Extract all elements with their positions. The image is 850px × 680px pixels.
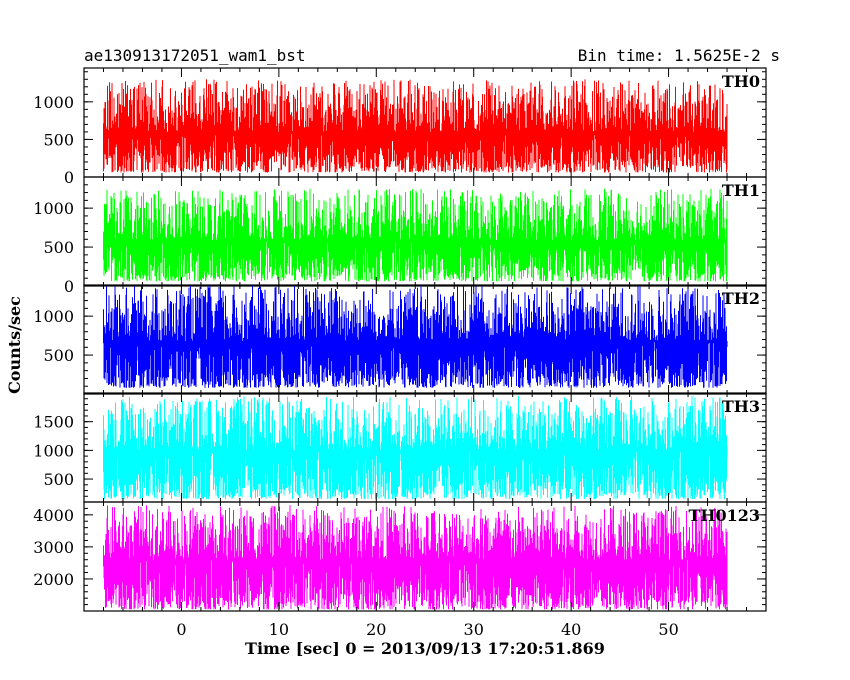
panel-label: TH0123 [688,506,760,525]
x-tick-label: 20 [366,620,386,639]
panels-group: 05001000TH005001000TH15001000TH250010001… [33,67,767,639]
x-tick-label: 50 [658,620,678,639]
panel-th3: 500 1000 1500 TH3 [33,392,767,503]
y-tick-label: 500 [43,470,74,489]
series-th0 [103,79,728,173]
panel-label: TH1 [722,181,760,200]
y-tick-label: 500 [43,238,74,257]
y-tick-label: 2000 [33,570,74,589]
y-tick-label: 1000 [33,307,74,326]
y-tick-label: 0 [64,168,74,187]
panel-label: TH2 [722,289,760,308]
y-axis-label: Counts/sec [5,296,24,394]
series-th0123 [103,505,728,610]
x-axis-label: Time [sec] 0 = 2013/09/13 17:20:51.869 [245,639,605,658]
x-tick-label: 0 [176,620,186,639]
panel-label: TH0 [722,72,760,91]
series-th3 [103,395,728,500]
panel-frame [83,501,767,612]
y-tick-label: 0 [64,277,74,296]
panel-th1: 0 500 1000 TH1 [33,176,767,296]
panel-th0123: 2000 3000 4000 TH0123 [33,501,767,612]
series-th2 [103,285,728,388]
y-tick-label: 500 [43,130,74,149]
x-tick-label: 10 [269,620,289,639]
series-th1 [103,188,728,282]
chart-title-left: ae130913172051_wam1_bst [84,46,306,65]
chart-title-right: Bin time: 1.5625E-2 s [578,46,780,65]
y-tick-label: 1000 [33,93,74,112]
y-tick-label: 4000 [33,506,74,525]
x-tick-label: 40 [561,620,581,639]
panel-th2: 500 1000 TH2 [33,284,767,395]
x-tick-label: 30 [464,620,484,639]
panel-th0: 0 500 1000 TH0 [33,67,767,187]
y-tick-label: 1000 [33,441,74,460]
panel-label: TH3 [722,397,760,416]
y-tick-label: 1500 [33,413,74,432]
y-tick-label: 3000 [33,538,74,557]
y-tick-label: 1000 [33,199,74,218]
y-tick-label: 500 [43,346,74,365]
